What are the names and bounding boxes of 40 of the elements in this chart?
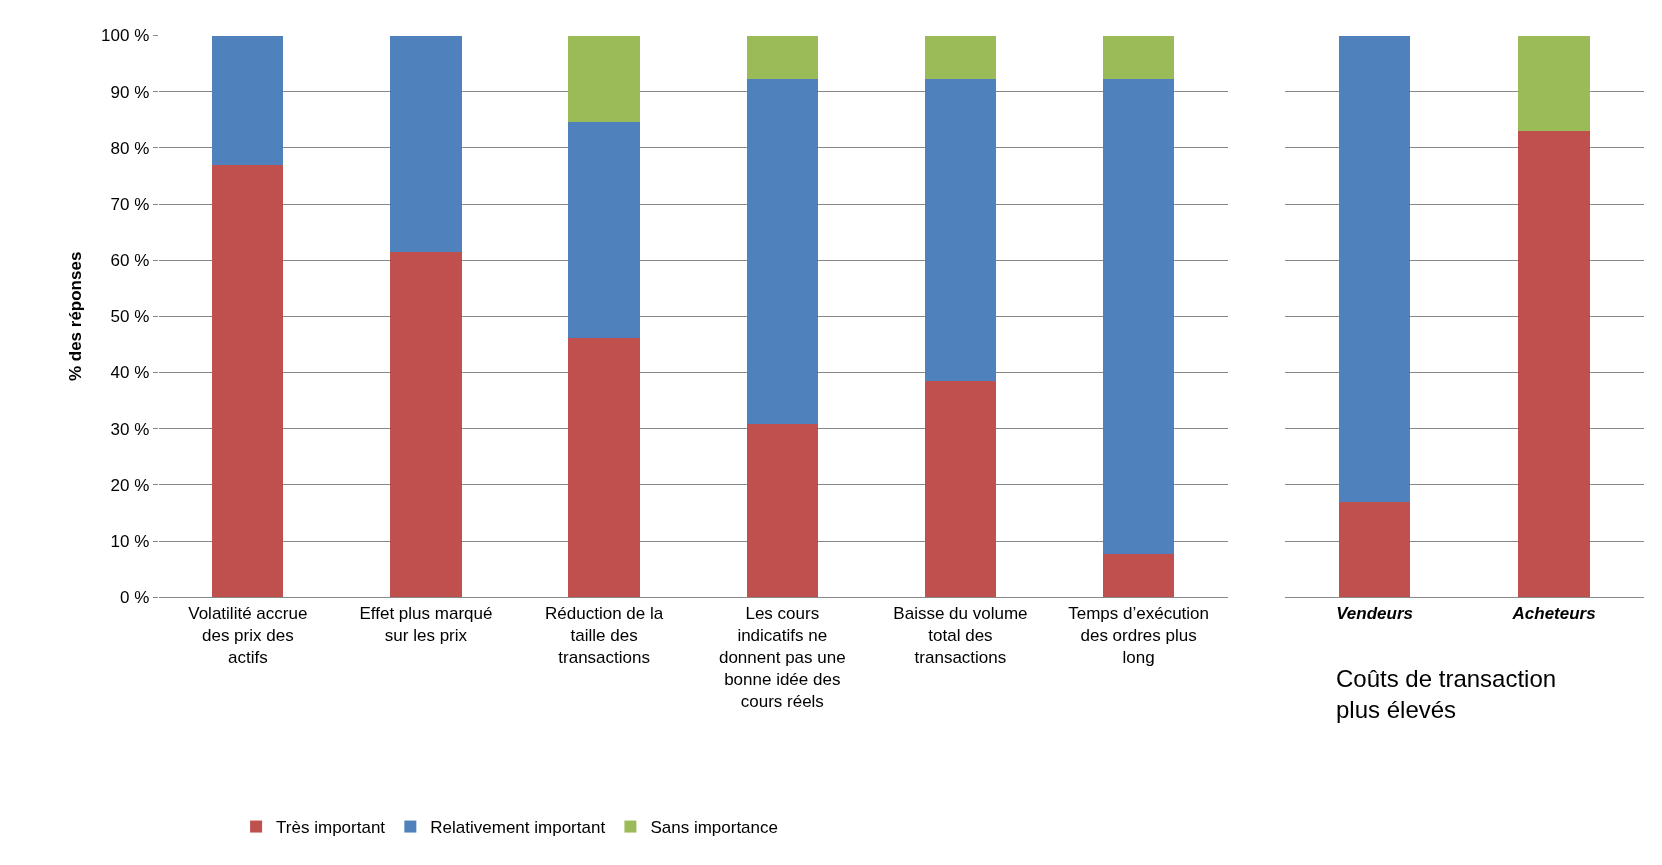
bar — [924, 380, 997, 598]
legend-label: Très important — [276, 818, 386, 838]
bar — [1102, 35, 1175, 79]
x-tick-label: Réduction de la taille des transactions — [545, 603, 664, 667]
y-tick-label: 60 % — [110, 251, 150, 271]
y-tick-label: 50 % — [110, 307, 150, 327]
bar — [924, 78, 997, 381]
x-tick-label: Baisse du volume total des transactions — [893, 603, 1028, 667]
y-tick-label: 10 % — [110, 531, 150, 551]
x-tick-label: Acheteurs — [1511, 603, 1596, 623]
y-tick-label: 20 % — [110, 475, 150, 495]
x-tick-label: Vendeurs — [1336, 603, 1413, 623]
legend-label: Sans importance — [650, 818, 778, 838]
x-tick-label: Les cours indicatifs ne donnent pas une bonne idée des cours réels — [718, 603, 846, 711]
bar — [924, 35, 997, 79]
x-tick-label: Volatilité accrue des prix des actifs — [188, 603, 308, 667]
x-tick-label: Effet plus marqué sur les prix — [359, 603, 493, 645]
y-tick-label: 70 % — [110, 194, 150, 214]
y-tick-label: 40 % — [110, 363, 150, 383]
y-tick-label: 90 % — [110, 82, 150, 102]
x-axis-title: Coûts de transaction plus élevés — [1336, 665, 1557, 724]
bar — [746, 78, 818, 425]
bar — [212, 35, 284, 166]
bar — [390, 251, 462, 598]
y-tick-label: 80 % — [110, 138, 150, 158]
y-tick-label: 100 % — [101, 26, 150, 46]
y-tick-label: 30 % — [110, 419, 150, 439]
y-tick-label: 0 % — [120, 588, 150, 608]
bar — [746, 424, 818, 598]
legend-label: Relativement important — [430, 818, 606, 838]
x-tick-label: Temps d’exécution des ordres plus long — [1068, 603, 1210, 667]
bar — [746, 35, 818, 79]
bar — [568, 35, 640, 123]
bar — [568, 122, 640, 338]
bar — [212, 165, 284, 598]
y-axis-title: % des réponses — [65, 251, 85, 382]
bar — [568, 337, 640, 598]
bar — [390, 35, 462, 252]
bar — [1102, 553, 1175, 598]
bar — [1102, 78, 1175, 554]
